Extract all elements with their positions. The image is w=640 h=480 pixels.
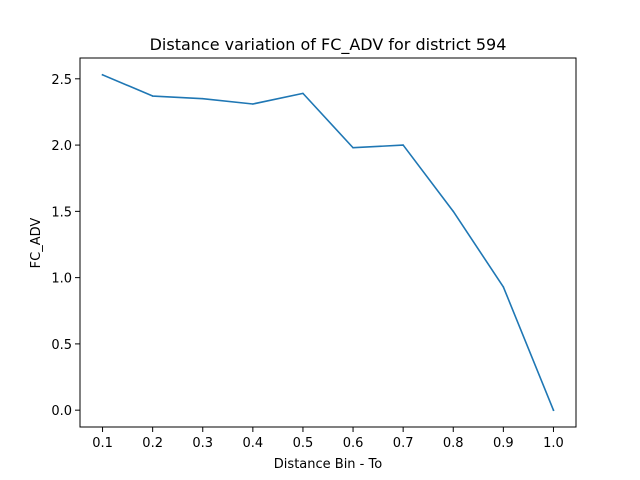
data-point: [402, 144, 404, 146]
y-axis-label: FC_ADV: [29, 218, 44, 269]
series-line: [101, 73, 555, 412]
y-tick-label: 2.0: [51, 139, 72, 154]
x-tick-label: 0.1: [92, 436, 113, 451]
data-point: [452, 210, 455, 213]
data-point: [552, 409, 555, 411]
y-tick-label: 0.5: [51, 338, 72, 353]
series-group: [101, 73, 555, 412]
data-point: [352, 146, 354, 149]
x-tick-label: 0.5: [293, 436, 314, 451]
x-axis-label: Distance Bin - To: [274, 457, 382, 472]
x-tick-label: 0.3: [192, 436, 213, 451]
x-tick-label: 0.6: [343, 436, 364, 451]
data-point: [101, 74, 104, 76]
y-tick-label: 1.5: [51, 205, 72, 220]
data-point: [201, 97, 204, 100]
y-axis-ticks: 0.0 0.5 1.0 1.5 2.0 2.5: [51, 73, 80, 419]
x-tick-label: 0.4: [243, 436, 264, 451]
plot-area: 0.1 0.2 0.3 0.4 0.5 0.6 0.7 0.8 0.9 1.0 0.0 0.5 1.0…: [51, 57, 577, 451]
data-point: [252, 103, 254, 105]
x-tick-label: 0.9: [493, 436, 514, 451]
x-tick-label: 0.7: [393, 436, 414, 451]
y-tick-label: 0.0: [51, 404, 72, 419]
data-point: [302, 92, 304, 95]
x-tick-label: 0.2: [142, 436, 163, 451]
y-tick-label: 2.5: [51, 73, 72, 88]
x-tick-label: 0.8: [443, 436, 464, 451]
y-tick-label: 1.0: [51, 272, 72, 287]
axes-frame: [79, 57, 577, 428]
x-axis-ticks: 0.1 0.2 0.3 0.4 0.5 0.6 0.7 0.8 0.9 1.0: [92, 427, 564, 451]
data-point: [151, 95, 154, 97]
data-point: [502, 286, 505, 288]
chart-title: Distance variation of FC_ADV for distric…: [150, 35, 507, 55]
x-tick-label: 1.0: [543, 436, 564, 451]
